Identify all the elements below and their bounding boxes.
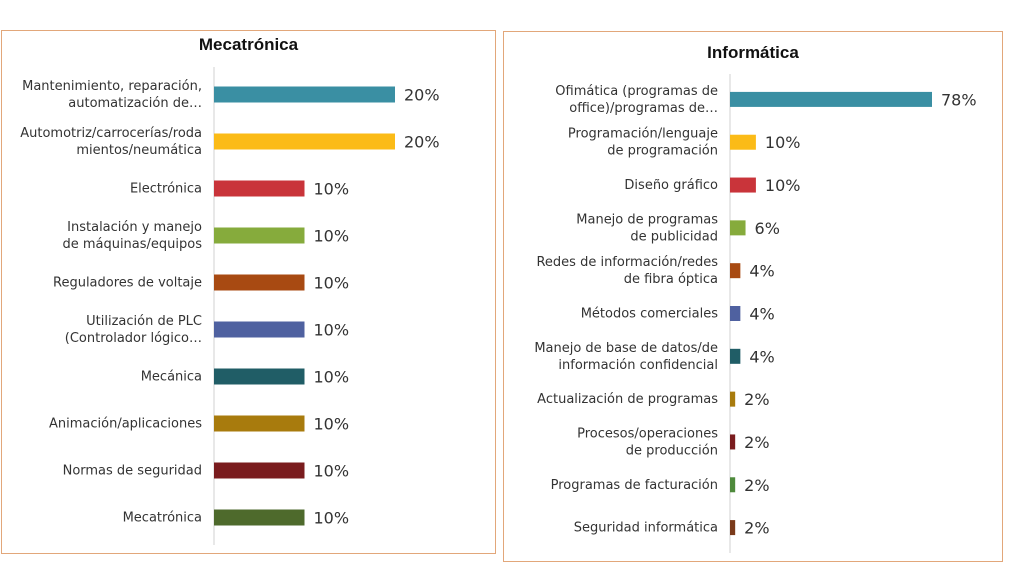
informatica-bar xyxy=(730,263,741,279)
informatica-category-label: Redes de información/redes de fibra óptic… xyxy=(536,255,718,287)
informatica-value-label: 2% xyxy=(744,476,769,495)
mecatronica-value-label: 20% xyxy=(404,133,440,152)
informatica-bar xyxy=(730,306,741,321)
informatica-category-label: Programas de facturación xyxy=(551,478,718,493)
informatica-bar xyxy=(730,477,736,493)
mecatronica-category-label: Automotriz/carrocerías/roda mientos/neumá… xyxy=(20,126,202,158)
mecatronica-category-label: Mantenimiento, reparación, automatización… xyxy=(22,79,202,111)
mecatronica-bar xyxy=(214,227,305,244)
informatica-value-label: 2% xyxy=(744,433,769,452)
mecatronica-value-label: 10% xyxy=(314,321,350,340)
mecatronica-bar xyxy=(214,368,305,385)
mecatronica-category-label: Mecánica xyxy=(141,370,202,385)
mecatronica-category-label: Electrónica xyxy=(130,182,202,197)
informatica-bar xyxy=(730,177,756,193)
mecatronica-value-label: 20% xyxy=(404,86,440,105)
informatica-bar xyxy=(730,134,756,150)
informatica-value-label: 2% xyxy=(744,390,769,409)
mecatronica-bar xyxy=(214,415,305,432)
mecatronica-bar xyxy=(214,180,305,197)
informatica-value-label: 78% xyxy=(941,90,977,109)
mecatronica-value-label: 10% xyxy=(314,227,350,246)
mecatronica-category-label: Normas de seguridad xyxy=(63,464,202,479)
mecatronica-category-label: Utilización de PLC (Controlador lógico… xyxy=(65,314,202,346)
informatica-category-label: Métodos comerciales xyxy=(581,307,719,322)
informatica-category-label: Procesos/operaciones de producción xyxy=(577,426,718,458)
informatica-bar xyxy=(730,348,741,364)
mecatronica-bar xyxy=(214,462,305,479)
informatica-category-label: Seguridad informática xyxy=(574,521,718,536)
informatica-value-label: 4% xyxy=(749,305,774,324)
informatica-bar xyxy=(730,434,736,450)
mecatronica-value-label: 10% xyxy=(314,180,350,199)
mecatronica-category-label: Instalación y manejo de máquinas/equipos xyxy=(62,220,202,252)
mecatronica-value-label: 10% xyxy=(314,274,350,293)
informatica-bar xyxy=(730,220,746,236)
mecatronica-bar xyxy=(214,86,395,103)
informatica-category-label: Manejo de base de datos/de información co… xyxy=(534,341,718,373)
chart-title: Informática xyxy=(707,43,799,62)
informatica-value-label: 6% xyxy=(755,219,780,238)
informatica-value-label: 4% xyxy=(749,347,774,366)
mecatronica-bar-chart: Mantenimiento, reparación, automatización… xyxy=(20,67,440,545)
mecatronica-value-label: 10% xyxy=(314,462,350,481)
mecatronica-bar xyxy=(214,274,305,291)
informatica-bar-chart: Ofimática (programas de office)/programas… xyxy=(534,74,977,553)
informatica-category-label: Diseño gráfico xyxy=(624,178,718,193)
informatica-value-label: 4% xyxy=(749,262,774,281)
informatica-value-label: 2% xyxy=(744,519,769,538)
mecatronica-bar xyxy=(214,133,395,150)
informatica-chart-panel: Informática Ofimática (programas de offic… xyxy=(503,31,1003,562)
informatica-category-label: Manejo de programas de publicidad xyxy=(576,212,718,244)
mecatronica-bar xyxy=(214,321,305,338)
informatica-category-label: Actualización de programas xyxy=(537,392,718,407)
informatica-bar xyxy=(730,391,736,407)
mecatronica-chart-panel: Mecatrónica Mantenimiento, reparación, au… xyxy=(1,30,496,554)
informatica-category-label: Ofimática (programas de office)/programas… xyxy=(555,84,718,116)
mecatronica-category-label: Animación/aplicaciones xyxy=(49,417,202,432)
informatica-value-label: 10% xyxy=(765,176,801,195)
informatica-value-label: 10% xyxy=(765,133,801,152)
mecatronica-bar xyxy=(214,509,305,526)
mecatronica-category-label: Mecatrónica xyxy=(123,511,202,526)
mecatronica-category-label: Reguladores de voltaje xyxy=(53,276,202,291)
informatica-category-label: Programación/lenguaje de programación xyxy=(568,127,718,159)
informatica-bar xyxy=(730,91,932,107)
mecatronica-value-label: 10% xyxy=(314,368,350,387)
informatica-bar xyxy=(730,520,736,536)
chart-title: Mecatrónica xyxy=(198,35,299,54)
mecatronica-value-label: 10% xyxy=(314,509,350,528)
mecatronica-value-label: 10% xyxy=(314,415,350,434)
